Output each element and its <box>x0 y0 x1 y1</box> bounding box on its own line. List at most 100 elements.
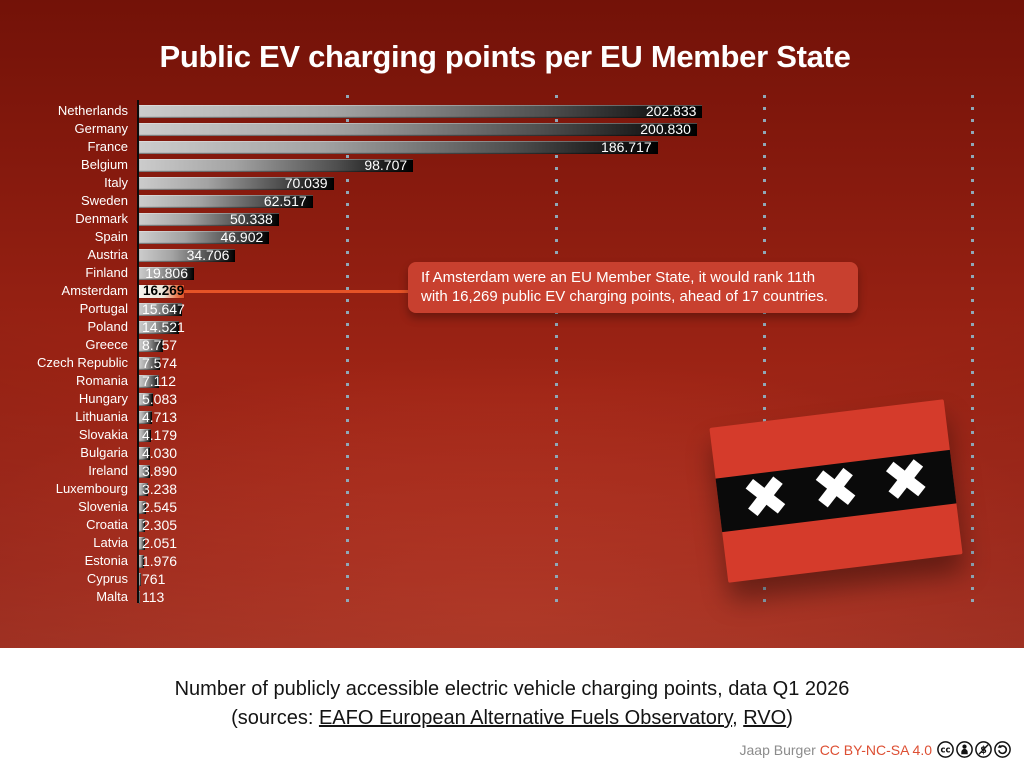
footer-caption-line1: Number of publicly accessible electric v… <box>174 678 850 700</box>
bar-track: 5.083 <box>139 390 1024 408</box>
flag-black-band: ✖ ✖ ✖ <box>715 445 957 534</box>
bar <box>139 536 145 550</box>
country-label: Slovenia <box>78 499 128 514</box>
bar <box>139 140 658 154</box>
source-link-rvo[interactable]: RVO <box>743 707 787 729</box>
bar-track: 2.545 <box>139 498 1024 516</box>
value-label: 186.717 <box>601 139 652 155</box>
value-label: 70.039 <box>284 175 328 191</box>
bar-row: France 186.717 <box>0 138 1024 156</box>
bar <box>139 554 145 568</box>
country-label: Estonia <box>84 553 128 568</box>
country-label: Ireland <box>88 463 128 478</box>
bar-track: 8.757 <box>139 336 1024 354</box>
bar <box>139 194 313 208</box>
x-cross-icon: ✖ <box>738 463 793 534</box>
bar-track: 2.051 <box>139 534 1024 552</box>
gridline <box>971 95 975 606</box>
sa-icon <box>994 741 1011 758</box>
bar-track: 4.030 <box>139 444 1024 462</box>
country-label: Poland <box>87 319 128 334</box>
bar-row: Poland 14.521 <box>0 318 1024 336</box>
cc-icon: cc <box>937 741 954 758</box>
value-label: 7.112 <box>142 373 176 389</box>
bar-row: Slovenia 2.545 <box>0 498 1024 516</box>
nc-icon: $ <box>975 741 992 758</box>
country-label: Greece <box>85 337 128 352</box>
country-label: Amsterdam <box>61 283 128 298</box>
value-label: 19.806 <box>145 265 189 281</box>
svg-text:cc: cc <box>940 746 950 756</box>
bar-row: Czech Republic 7.574 <box>0 354 1024 372</box>
country-label: Bulgaria <box>80 445 128 460</box>
bar <box>139 572 142 586</box>
bar <box>139 590 140 604</box>
bar-track: 19.806 <box>139 264 1024 282</box>
bar <box>139 248 236 262</box>
bar-row: Hungary 5.083 <box>0 390 1024 408</box>
x-cross-icon: ✖ <box>878 445 934 516</box>
amsterdam-connector-line <box>184 289 408 293</box>
value-label: 2.545 <box>142 499 178 515</box>
by-icon <box>956 741 973 758</box>
gridline <box>554 95 558 606</box>
bar-track: 34.706 <box>139 246 1024 264</box>
bar-row: Finland 19.806 <box>0 264 1024 282</box>
bar-track: 761 <box>139 570 1024 588</box>
value-label: 16.269 <box>143 283 185 298</box>
bar-track: 186.717 <box>139 138 1024 156</box>
caption-separator: , <box>732 707 744 729</box>
bar <box>139 302 183 316</box>
bar-row: Austria 34.706 <box>0 246 1024 264</box>
bar-row: Bulgaria 4.030 <box>0 444 1024 462</box>
bar <box>139 518 146 532</box>
value-label: 2.305 <box>142 517 178 533</box>
value-label: 4.030 <box>142 445 178 461</box>
caption-suffix: ) <box>786 707 793 729</box>
bar-row: Germany 200.830 <box>0 120 1024 138</box>
country-label: Italy <box>104 175 128 190</box>
country-label: Sweden <box>81 193 128 208</box>
value-label: 7.574 <box>142 355 178 371</box>
bar-track: 7.574 <box>139 354 1024 372</box>
bar-row: Malta 113 <box>0 588 1024 606</box>
bar-track: 1.976 <box>139 552 1024 570</box>
source-link-eafo[interactable]: EAFO European Alternative Fuels Observat… <box>318 707 733 729</box>
value-label: 98.707 <box>364 157 408 173</box>
bar <box>139 392 154 406</box>
bar-track: 200.830 <box>139 120 1024 138</box>
country-label: Slovakia <box>78 427 128 442</box>
country-label: Cyprus <box>86 571 128 586</box>
bar-row: Sweden 62.517 <box>0 192 1024 210</box>
bar-track: 3.238 <box>139 480 1024 498</box>
bar-row: Luxembourg 3.238 <box>0 480 1024 498</box>
x-cross-icon: ✖ <box>808 454 864 525</box>
bar <box>139 356 161 370</box>
country-label: Germany <box>74 121 128 136</box>
bar-track: 4.713 <box>139 408 1024 426</box>
value-label: 8.757 <box>142 337 178 353</box>
annotation-line-2: with 16,269 public EV charging points, a… <box>421 288 828 305</box>
bar-track: 16.269 <box>139 282 1024 300</box>
country-label: Croatia <box>86 517 128 532</box>
bar-track: 50.338 <box>139 210 1024 228</box>
bar-track: 113 <box>139 588 1024 606</box>
cc-license-icons: cc $ <box>937 741 1011 758</box>
bar-row: Denmark 50.338 <box>0 210 1024 228</box>
y-axis-line <box>137 100 139 603</box>
bar-track: 202.833 <box>139 102 1024 120</box>
bar-row: Cyprus 761 <box>0 570 1024 588</box>
bar-row: Spain 46.902 <box>0 228 1024 246</box>
bar-row: Croatia 2.305 <box>0 516 1024 534</box>
value-label: 4.179 <box>142 427 178 443</box>
bar <box>139 320 180 334</box>
country-label: Czech Republic <box>36 355 128 370</box>
bar-row: Greece 8.757 <box>0 336 1024 354</box>
bar-row: Belgium 98.707 <box>0 156 1024 174</box>
bar-track: 62.517 <box>139 192 1024 210</box>
bar <box>139 500 147 514</box>
bar-row: Portugal 15.647 <box>0 300 1024 318</box>
bar <box>139 230 270 244</box>
credit-line: Jaap Burger CC BY-NC-SA 4.0 cc $ <box>740 740 1012 759</box>
